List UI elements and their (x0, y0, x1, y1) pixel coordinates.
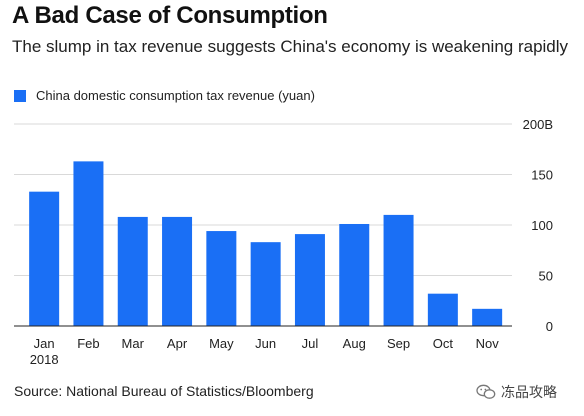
x-year-label: 2018 (30, 352, 59, 367)
bar-jul (294, 234, 325, 326)
chart-title: A Bad Case of Consumption (12, 2, 328, 29)
y-tick-label: 100 (531, 218, 553, 233)
legend: China domestic consumption tax revenue (… (14, 88, 315, 103)
y-tick-label: 0 (546, 319, 553, 334)
x-tick-label: Oct (433, 336, 454, 351)
watermark-text: 冻品攻略 (501, 384, 557, 400)
y-tick-label: 200B (523, 117, 553, 132)
legend-label: China domestic consumption tax revenue (… (36, 88, 315, 103)
bar-oct (427, 293, 458, 326)
x-tick-label: Aug (343, 336, 366, 351)
bar-jun (250, 242, 281, 326)
source-note: Source: National Bureau of Statistics/Bl… (14, 383, 314, 399)
x-tick-label: Sep (387, 336, 410, 351)
bar-sep (383, 214, 414, 326)
bar-may (206, 231, 237, 326)
x-tick-label: May (209, 336, 234, 351)
x-tick-label: Jan (34, 336, 55, 351)
chart-subtitle: The slump in tax revenue suggests China'… (12, 37, 569, 56)
x-tick-label: Jun (255, 336, 276, 351)
x-tick-label: Jul (302, 336, 319, 351)
legend-swatch (14, 89, 26, 102)
watermark: 冻品攻略 (476, 382, 557, 402)
bar-feb (73, 161, 104, 326)
bar-mar (117, 216, 148, 326)
bar-apr (162, 216, 193, 326)
bar-jan (29, 191, 60, 326)
x-tick-label: Feb (77, 336, 99, 351)
chat-bubble-icon (476, 384, 496, 399)
x-tick-label: Nov (476, 336, 500, 351)
bar-nov (472, 308, 503, 326)
y-tick-labels: 0 50 100 150 200B (523, 117, 553, 334)
x-tick-labels: Jan Feb Mar Apr May Jun Jul Aug Sep Oct Nov 2018 (30, 336, 500, 367)
x-tick-label: Mar (122, 336, 145, 351)
bar-aug (339, 223, 370, 326)
y-tick-label: 150 (531, 168, 553, 183)
y-tick-label: 50 (539, 269, 553, 284)
bars (29, 161, 503, 326)
x-tick-label: Apr (167, 336, 188, 351)
